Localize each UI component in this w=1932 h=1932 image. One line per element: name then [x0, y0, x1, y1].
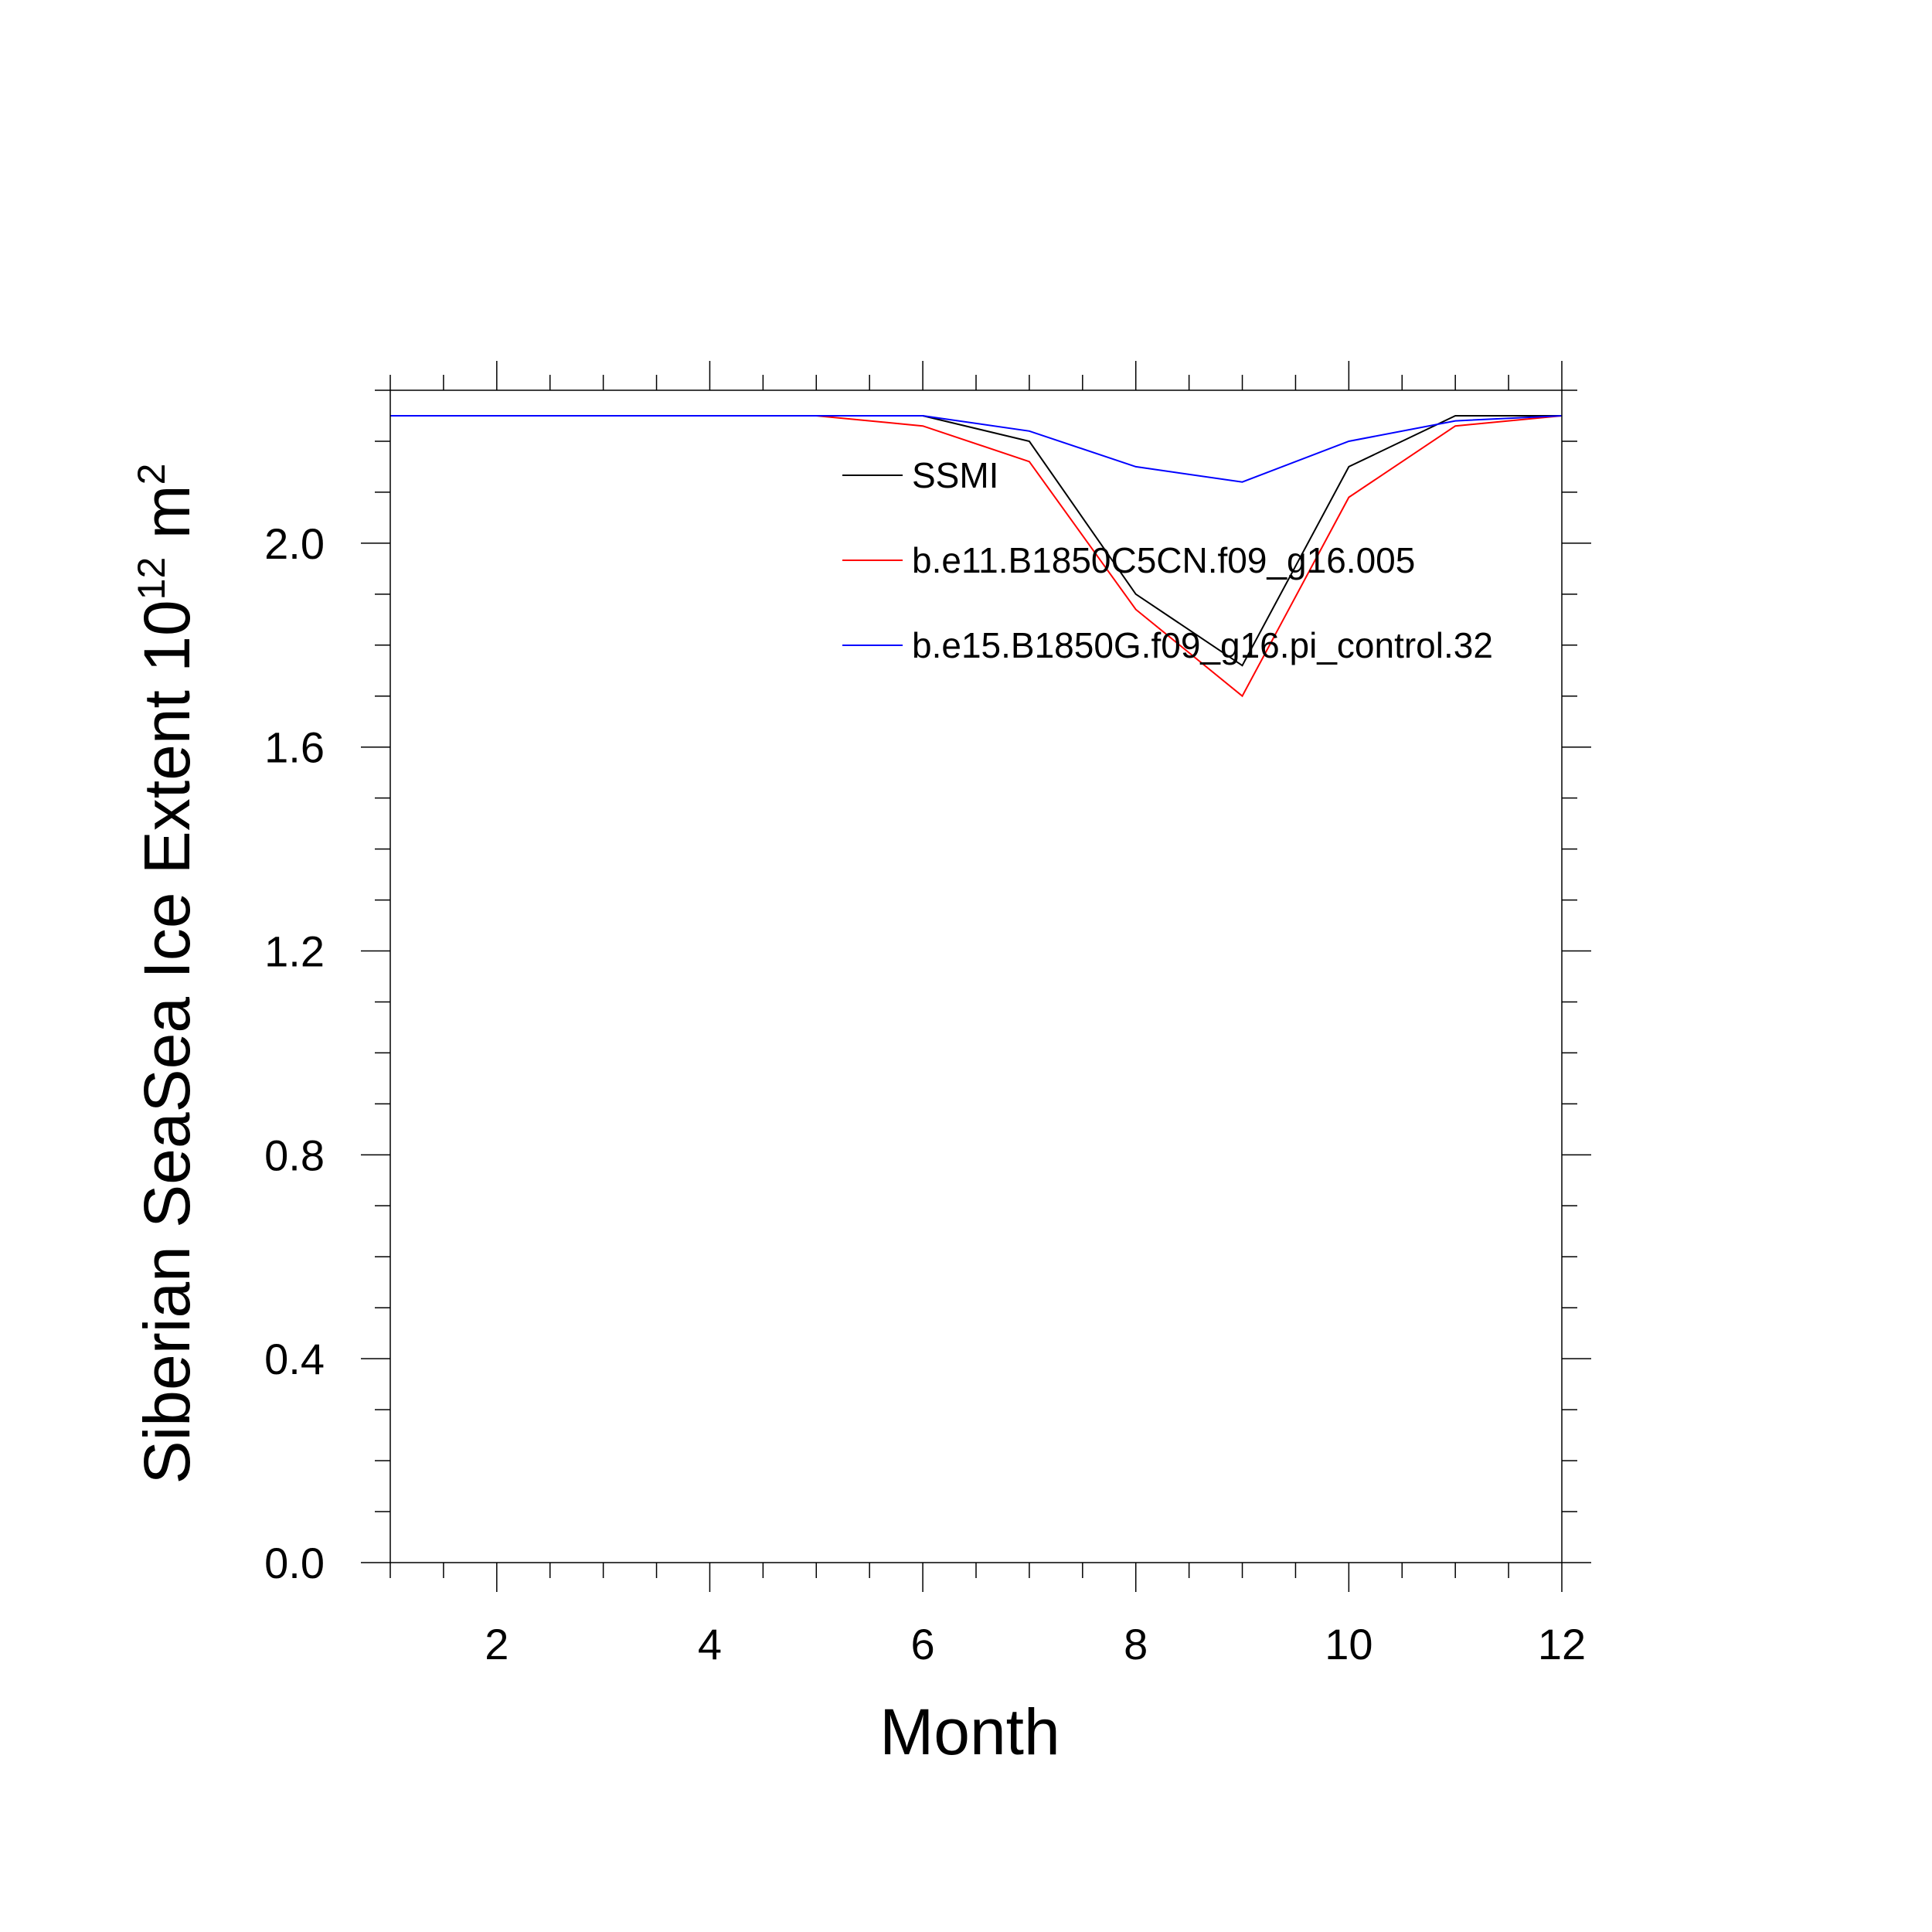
y-tick-label: 0.0 — [264, 1539, 325, 1587]
x-tick-label: 6 — [911, 1620, 935, 1668]
legend-label: b.e11.B1850C5CN.f09_g16.005 — [912, 540, 1415, 580]
y-axis-title-prefix: Siberian SeaSea Ice Extent 10 — [131, 600, 203, 1484]
x-tick-label: 12 — [1538, 1620, 1586, 1668]
y-tick-label: 0.8 — [264, 1131, 325, 1179]
x-tick-label: 2 — [485, 1620, 509, 1668]
y-axis-title-unit: m — [131, 485, 203, 556]
legend-label: SSMI — [912, 455, 998, 495]
y-tick-label: 1.2 — [264, 927, 325, 976]
series-line-3 — [390, 415, 1563, 483]
x-tick-label: 10 — [1325, 1620, 1372, 1668]
series-lines — [390, 415, 1563, 698]
x-axis-title: Month — [879, 1696, 1060, 1768]
x-tick-label: 8 — [1124, 1620, 1148, 1668]
y-tick-label: 1.6 — [264, 723, 325, 772]
plot-frame — [389, 389, 1563, 1563]
svg-text:Siberian SeaSea Ice Extent 101: Siberian SeaSea Ice Extent 1012 m2 — [130, 464, 203, 1485]
y-axis-title-unit-exponent: 2 — [130, 464, 173, 485]
legend: SSMI b.e11.B1850C5CN.f09_g16.005 b.e15.B18… — [842, 455, 1493, 665]
legend-label: b.e15.B1850G.f09_g16.pi_control.32 — [912, 625, 1493, 665]
y-tick-label: 2.0 — [264, 519, 325, 568]
y-axis-title: Siberian SeaSea Ice Extent 1012 m2 — [130, 464, 203, 1485]
y-tick-label: 0.4 — [264, 1335, 325, 1383]
y-axis-title-exponent: 12 — [130, 557, 173, 600]
axis-ticks — [361, 361, 1591, 1592]
tick-labels: 2 4 6 8 10 12 0.0 0.4 0.8 1.2 1.6 2.0 — [264, 519, 1586, 1668]
x-tick-label: 4 — [698, 1620, 722, 1668]
